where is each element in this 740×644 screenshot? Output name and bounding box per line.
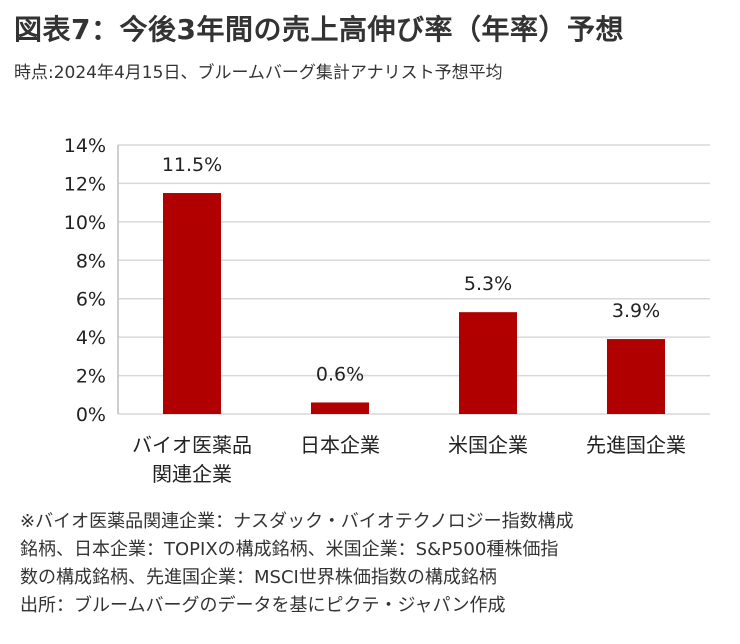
y-tick-label: 14%: [64, 135, 106, 157]
y-tick-label: 8%: [76, 250, 106, 272]
data-label: 5.3%: [464, 273, 512, 295]
x-tick-label: バイオ医薬品: [132, 433, 252, 457]
y-tick-label: 10%: [64, 212, 106, 234]
data-label: 0.6%: [316, 363, 364, 385]
bar: [311, 402, 369, 414]
data-label: 3.9%: [612, 300, 660, 322]
bar: [163, 193, 221, 414]
footnote-line: 出所：ブルームバーグのデータを基にピクテ・ジャパン作成: [20, 595, 506, 616]
y-tick-label: 12%: [64, 173, 106, 195]
footnotes: ※バイオ医薬品関連企業：ナスダック・バイオテクノロジー指数構成 銘柄、日本企業：…: [20, 508, 574, 620]
x-tick-label: 先進国企業: [586, 433, 686, 457]
footnote-line: 数の構成銘柄、先進国企業：MSCI世界株価指数の構成銘柄: [20, 567, 497, 588]
bar-chart: 0% 2% 4% 6% 8% 10% 12% 14% 11.5% バイオ医薬品関連企業 0.6% 日本…: [64, 135, 710, 486]
x-tick-label: 関連企業: [152, 462, 232, 486]
x-tick-label: 米国企業: [448, 433, 528, 457]
data-label: 11.5%: [162, 154, 222, 176]
footnote-line: 銘柄、日本企業：TOPIXの構成銘柄、米国企業：S&P500種株価指: [20, 539, 559, 560]
bar: [459, 312, 517, 414]
bar: [607, 339, 665, 414]
chart-title: 図表7：今後3年間の売上高伸び率（年率）予想: [14, 13, 624, 46]
y-tick-label: 4%: [76, 327, 106, 349]
chart-subtitle: 時点:2024年4月15日、ブルームバーグ集計アナリスト予想平均: [14, 63, 503, 83]
x-tick-label: 日本企業: [300, 433, 380, 457]
y-tick-label: 2%: [76, 366, 106, 388]
footnote-line: ※バイオ医薬品関連企業：ナスダック・バイオテクノロジー指数構成: [20, 511, 574, 532]
y-tick-label: 6%: [76, 289, 106, 311]
y-tick-label: 0%: [76, 404, 106, 426]
